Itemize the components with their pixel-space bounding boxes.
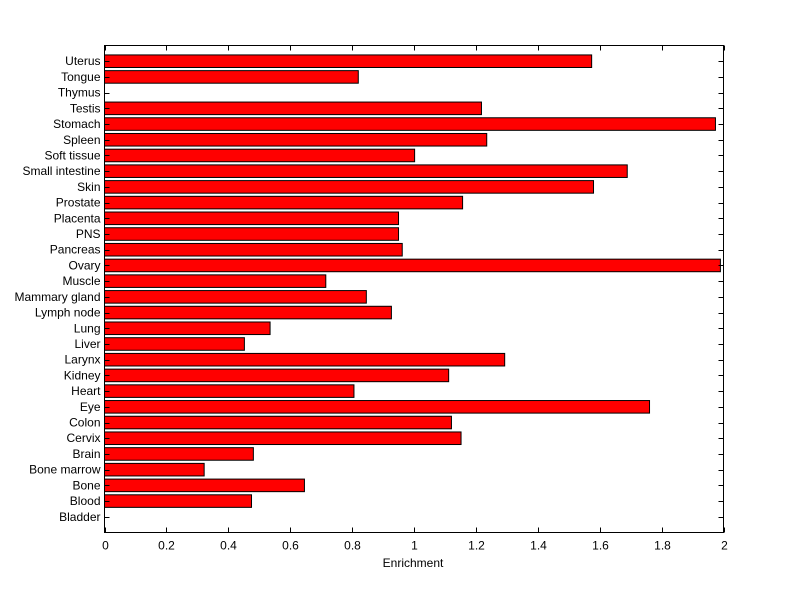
y-tick-label: Skin — [77, 180, 100, 194]
bar-spleen — [104, 132, 488, 147]
y-tick-label: Bone marrow — [29, 463, 101, 477]
y-tick-label: Liver — [74, 337, 100, 351]
bar-kidney — [104, 368, 450, 383]
bar-pns — [104, 227, 400, 241]
x-tick-label: 1.6 — [592, 539, 609, 553]
y-tick-label: Larynx — [64, 353, 100, 367]
bar-larynx — [104, 352, 506, 367]
y-tick-label: Tongue — [61, 70, 101, 84]
bar-colon — [104, 415, 452, 430]
bar-pancreas — [104, 242, 403, 257]
y-tick-label: PNS — [76, 227, 101, 241]
y-tick-label: Lung — [74, 321, 101, 335]
y-tick-label: Prostate — [56, 196, 101, 210]
bars — [104, 54, 721, 508]
bar-ovary — [104, 258, 721, 273]
x-tick-label: 0 — [102, 539, 109, 553]
y-tick-label: Cervix — [66, 431, 100, 445]
x-tick-label: 0.4 — [220, 539, 237, 553]
bar-lung — [104, 321, 271, 336]
bar-uterus — [104, 54, 593, 68]
bar-stomach — [104, 117, 716, 131]
y-tick-label: Muscle — [62, 274, 100, 288]
bar-prostate — [104, 195, 464, 210]
bar-blood — [104, 494, 253, 508]
y-tick-label: Uterus — [65, 54, 100, 68]
bar-lymph-node — [104, 305, 392, 320]
bar-liver — [104, 337, 245, 351]
bar-mammary-gland — [104, 290, 367, 304]
y-tick-label: Pancreas — [50, 243, 101, 257]
x-axis-label: Enrichment — [383, 556, 444, 570]
bar-tongue — [104, 70, 359, 84]
y-tick-label: Colon — [69, 416, 100, 430]
y-tick-label: Bone — [72, 478, 100, 492]
y-tick-label: Bladder — [59, 510, 100, 524]
x-tick-label: 0.6 — [282, 539, 299, 553]
y-tick-label: Kidney — [64, 368, 101, 382]
y-tick-label: Blood — [70, 494, 101, 508]
x-tick-label: 0.8 — [344, 539, 361, 553]
bar-skin — [104, 180, 595, 194]
x-tick-label: 1 — [411, 539, 418, 553]
y-tick-label: Heart — [71, 384, 101, 398]
y-tick-label: Lymph node — [35, 306, 101, 320]
y-tick-label: Eye — [80, 400, 101, 414]
x-tick-label: 0.2 — [158, 539, 175, 553]
bar-testis — [104, 101, 482, 116]
bar-muscle — [104, 274, 327, 288]
y-tick-label: Mammary gland — [14, 290, 100, 304]
bar-heart — [104, 384, 355, 398]
y-tick-label: Placenta — [54, 211, 101, 225]
bar-brain — [104, 447, 254, 461]
y-tick-label: Brain — [72, 447, 100, 461]
y-tick-label: Stomach — [53, 117, 100, 131]
y-tick-label: Thymus — [58, 86, 101, 100]
bar-bone-marrow — [104, 462, 205, 477]
x-tick-label: 1.2 — [468, 539, 485, 553]
bar-placenta — [104, 211, 400, 226]
y-tick-label: Small intestine — [22, 164, 100, 178]
bar-small-intestine — [104, 164, 628, 178]
y-tick-label: Spleen — [63, 133, 100, 147]
y-tick-label: Ovary — [68, 258, 100, 272]
bar-bone — [104, 478, 305, 493]
y-tick-label: Testis — [70, 101, 101, 115]
y-tick-label: Soft tissue — [44, 148, 100, 162]
x-tick-label: 1.4 — [530, 539, 547, 553]
bar-eye — [104, 400, 651, 414]
bar-soft-tissue — [104, 148, 416, 163]
x-tick-label: 2 — [721, 539, 728, 553]
x-tick-label: 1.8 — [654, 539, 671, 553]
bar-cervix — [104, 431, 462, 446]
